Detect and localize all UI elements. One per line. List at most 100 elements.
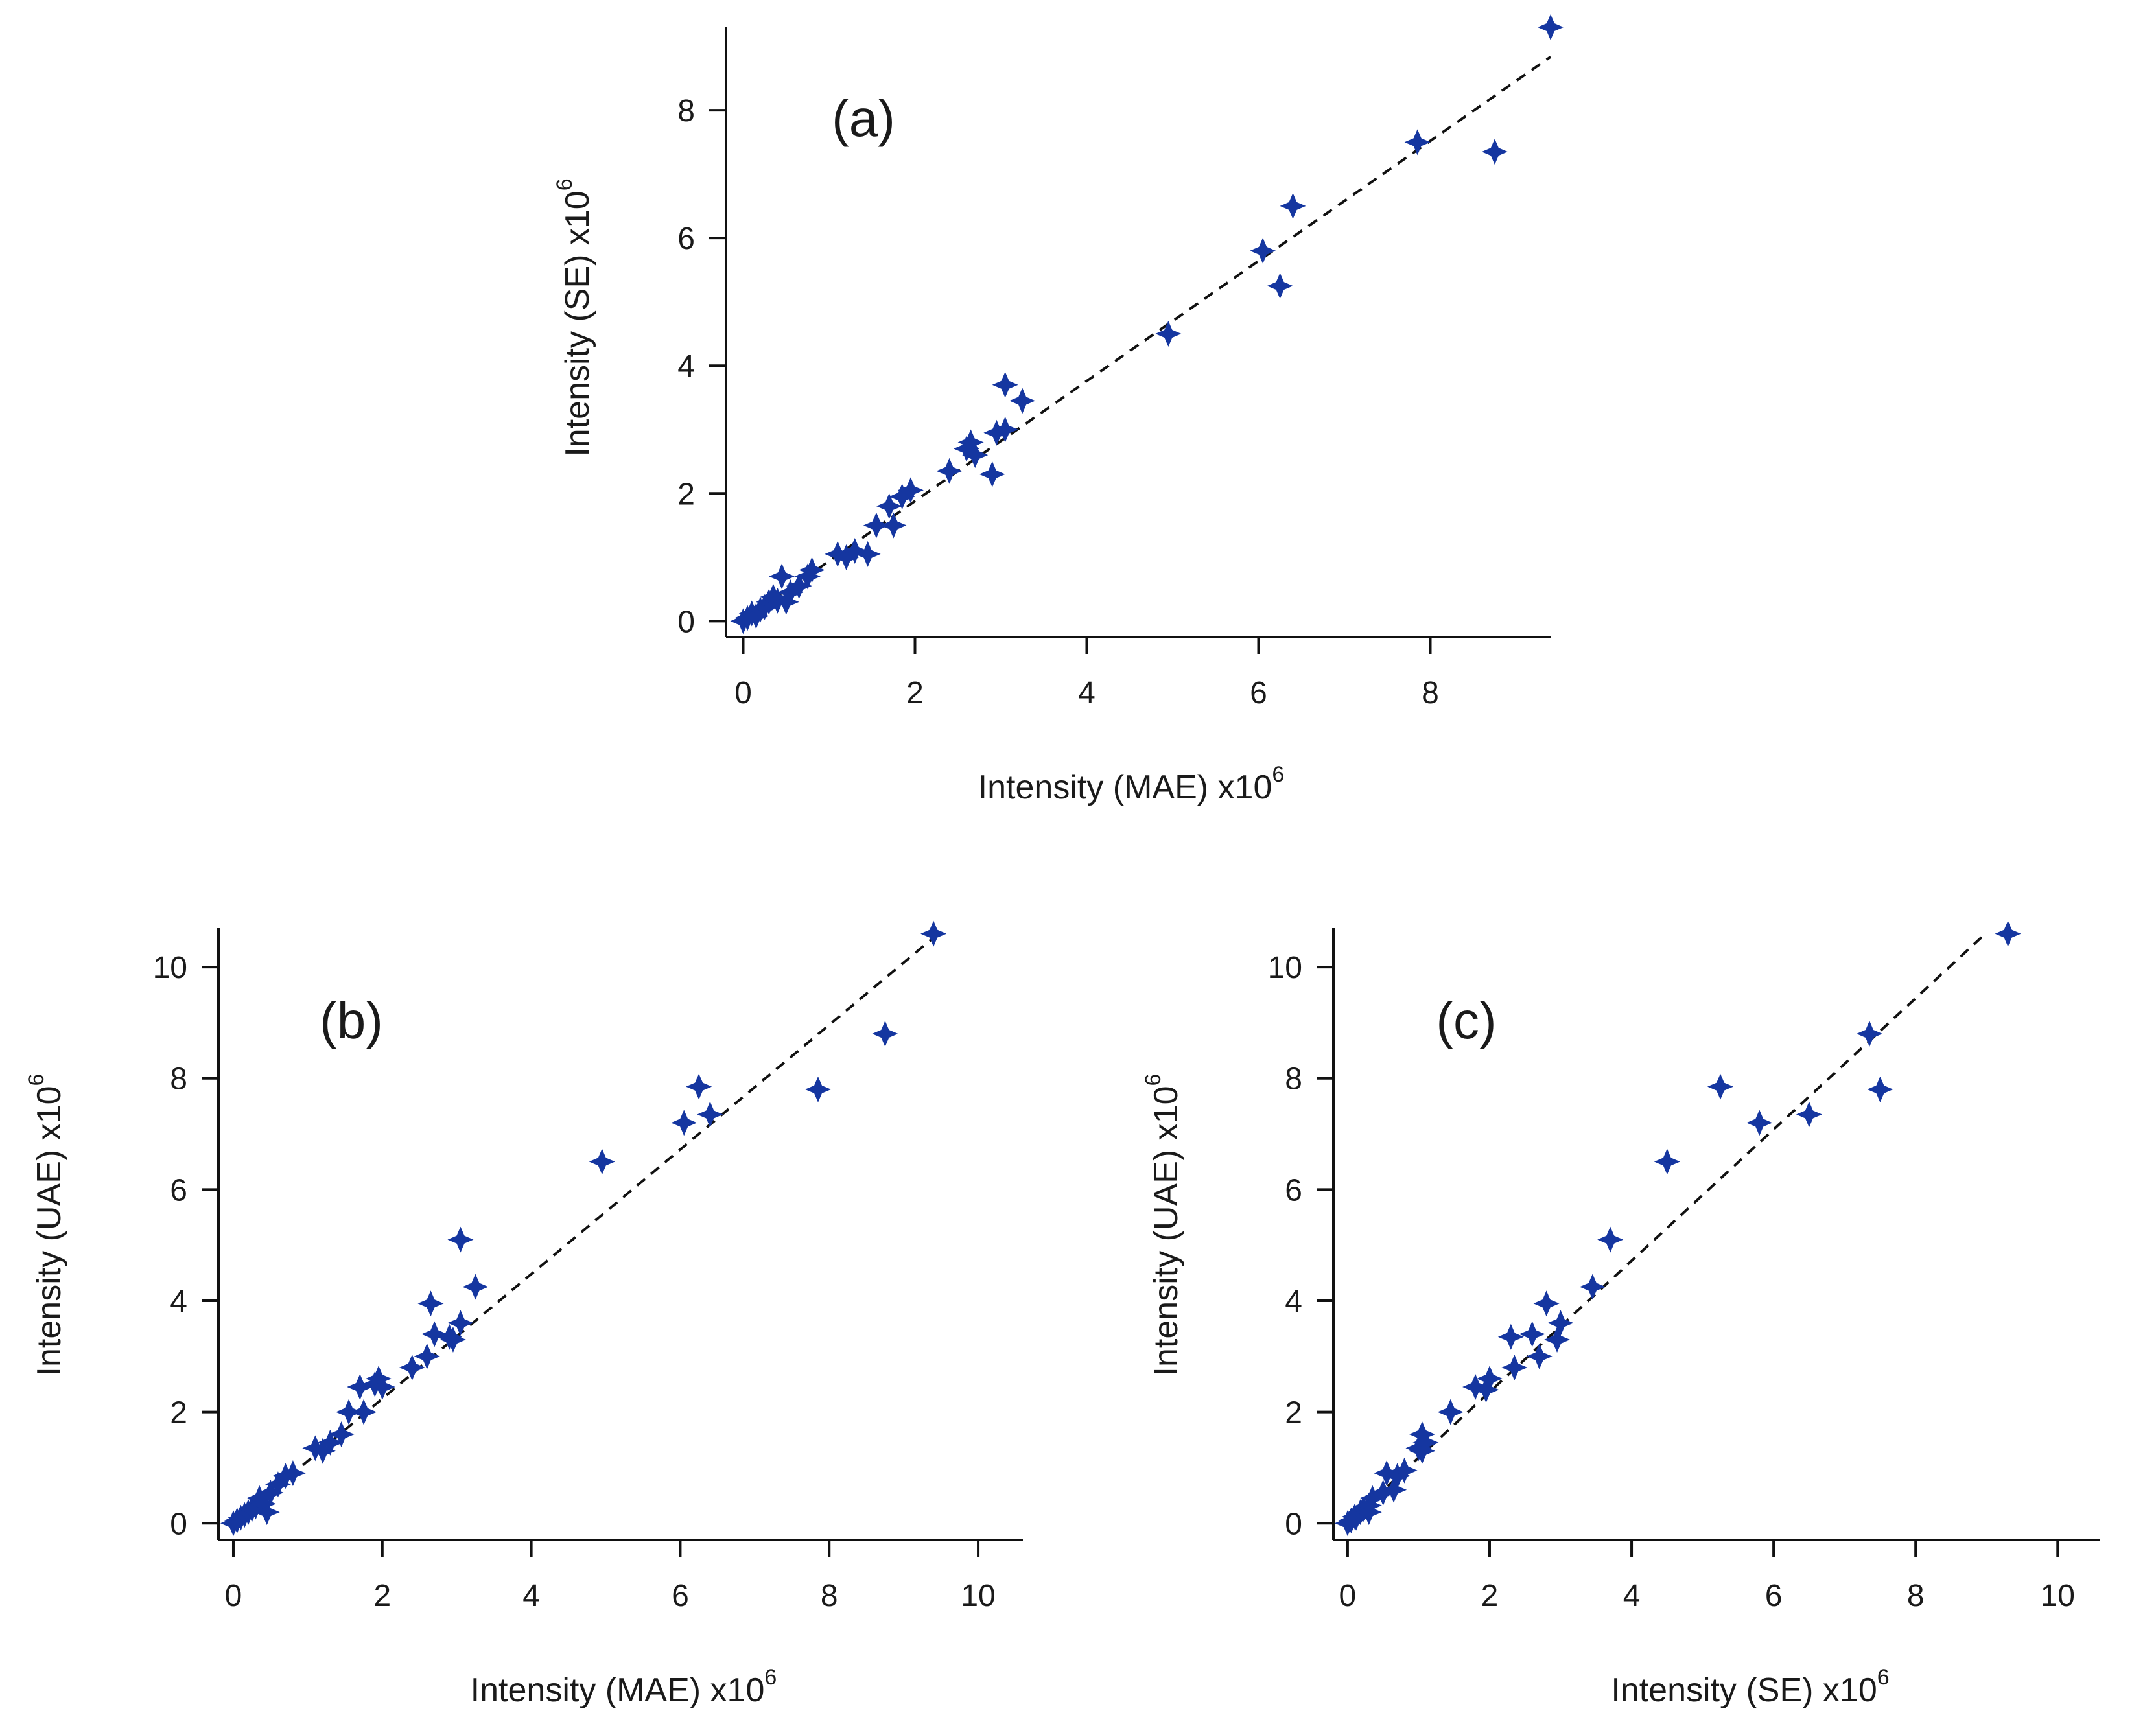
data-point (805, 1076, 832, 1102)
data-point (242, 1493, 269, 1520)
data-point (825, 541, 851, 567)
data-point (872, 1021, 898, 1047)
data-point (1533, 1290, 1560, 1317)
x-tick-label: 10 (961, 1579, 995, 1613)
data-point (1526, 1343, 1553, 1369)
data-point (1409, 1421, 1435, 1447)
data-point (1707, 1073, 1733, 1100)
data-point (1355, 1499, 1382, 1526)
data-point (1597, 1226, 1624, 1253)
data-point (447, 1226, 474, 1253)
data-point (399, 1354, 425, 1380)
data-point (589, 1148, 615, 1175)
y-tick-label: 2 (1285, 1396, 1302, 1430)
data-point (1995, 920, 2021, 947)
data-point (1409, 1438, 1435, 1464)
y-tick-label: 10 (153, 951, 187, 985)
y-axis-title: Intensity (SE) x106 (552, 178, 596, 456)
data-point (302, 1435, 329, 1462)
data-point (1370, 1480, 1396, 1506)
x-tick-label: 6 (672, 1579, 689, 1613)
data-point (897, 477, 924, 504)
data-point (1404, 129, 1431, 156)
data-point (962, 442, 989, 469)
y-tick-label: 6 (1285, 1173, 1302, 1207)
data-point (417, 1290, 444, 1317)
data-point (279, 1460, 306, 1487)
data-point (954, 436, 979, 462)
data-point (414, 1343, 440, 1369)
data-point (1481, 139, 1508, 165)
data-point (671, 1110, 697, 1136)
x-tick-label: 10 (2041, 1579, 2075, 1613)
data-point (957, 429, 984, 456)
x-tick-label: 4 (522, 1579, 540, 1613)
data-point (264, 1471, 291, 1498)
data-point (1746, 1110, 1773, 1136)
data-point (336, 1399, 362, 1425)
x-tick-label: 8 (821, 1579, 838, 1613)
y-tick-label: 2 (677, 477, 695, 511)
data-point (880, 512, 907, 539)
x-axis-title: Intensity (MAE) x106 (978, 762, 1285, 806)
data-point (794, 563, 821, 590)
data-point (1462, 1374, 1489, 1400)
x-tick-label: 0 (734, 676, 752, 710)
data-point (841, 537, 868, 564)
data-point (439, 1327, 466, 1353)
y-tick-label: 0 (677, 605, 695, 639)
x-tick-label: 0 (1339, 1579, 1357, 1613)
data-point (447, 1310, 474, 1336)
data-point (686, 1073, 712, 1100)
panel-label: (c) (1436, 992, 1496, 1049)
data-point (760, 583, 786, 610)
data-point (309, 1438, 336, 1464)
data-point (734, 605, 761, 631)
panel-label: (a) (832, 89, 895, 147)
y-tick-label: 6 (677, 222, 695, 256)
x-axis-title: Intensity (SE) x106 (1611, 1665, 1889, 1709)
x-tick-label: 8 (1422, 676, 1439, 710)
y-tick-label: 4 (677, 349, 695, 384)
data-point (1544, 1327, 1571, 1353)
data-point (936, 458, 963, 484)
x-tick-label: 4 (1078, 676, 1096, 710)
data-point (1547, 1310, 1574, 1336)
data-point (777, 579, 804, 606)
data-point (1374, 1460, 1400, 1487)
data-point (1384, 1463, 1411, 1489)
x-axis-title: Intensity (MAE) x106 (471, 1665, 777, 1709)
fit-line (232, 937, 935, 1524)
data-point (786, 573, 812, 600)
y-tick-label: 0 (170, 1507, 187, 1541)
y-axis-title: Intensity (UAE) x106 (1141, 1074, 1185, 1377)
data-point (1437, 1399, 1464, 1425)
y-tick-label: 8 (170, 1062, 187, 1097)
data-point (1476, 1366, 1503, 1392)
x-tick-label: 4 (1623, 1579, 1641, 1613)
data-point (1473, 1377, 1499, 1403)
data-point (751, 594, 778, 620)
chart-panel-c: 0 2 4 6 8 10 0 2 4 6 8 10 (c) Intensity (SE) x106 I… (1141, 920, 2100, 1709)
chart-panel-a: 0 2 4 6 8 0 2 4 6 8 (a) Intensity (MAE) x106 Inte… (552, 14, 1564, 806)
data-point (1538, 14, 1564, 40)
data-point (854, 541, 881, 567)
y-tick-label: 4 (1285, 1285, 1302, 1319)
data-point (1267, 273, 1293, 299)
data-point (992, 371, 1018, 398)
data-point (1412, 1429, 1439, 1456)
data-point (697, 1101, 723, 1128)
data-point (347, 1374, 373, 1400)
data-point (920, 920, 947, 947)
data-point (769, 563, 795, 590)
x-tick-label: 2 (1481, 1579, 1499, 1613)
data-point (257, 1480, 284, 1506)
data-point (983, 419, 1010, 446)
data-point (833, 544, 860, 570)
x-tick-label: 8 (1907, 1579, 1925, 1613)
data-point (979, 461, 1005, 487)
data-point (1497, 1323, 1524, 1350)
x-tick-label: 0 (225, 1579, 242, 1613)
